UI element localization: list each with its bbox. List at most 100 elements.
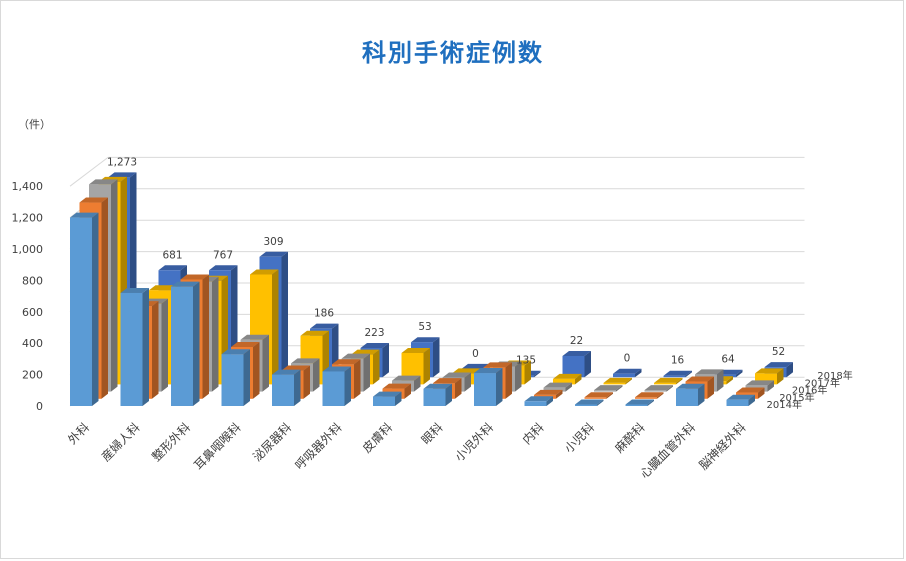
depth-label: 2016年 (792, 384, 827, 397)
data-label: 0 (624, 353, 631, 365)
bar-front (373, 396, 395, 406)
bar-side (647, 399, 654, 406)
bar-top (120, 287, 149, 293)
bar-front (635, 397, 657, 399)
category-label: 産婦人科 (98, 420, 143, 465)
bar-side (294, 369, 301, 406)
bar-side (354, 359, 361, 399)
bar-side (404, 383, 411, 399)
data-label: 0 (472, 348, 479, 360)
bar-top (79, 197, 108, 203)
bar-top (635, 392, 664, 398)
depth-label: 2015年 (779, 391, 814, 404)
bar-top (360, 342, 389, 348)
bar-front (524, 401, 547, 406)
bar-front (553, 378, 575, 385)
bar-top (562, 351, 591, 357)
data-label: 767 (213, 249, 233, 261)
bar-front (755, 373, 777, 385)
bar-side (142, 287, 149, 406)
data-label: 223 (364, 327, 384, 339)
gridline-side (69, 157, 109, 187)
bar-side (657, 392, 664, 399)
bar-top (676, 383, 705, 389)
bar-top (736, 387, 765, 393)
bar-front (474, 373, 496, 406)
category-label: 皮膚科 (359, 420, 395, 456)
bar-top (755, 368, 784, 374)
bar-front (423, 388, 446, 406)
category-label: 脳神経外科 (696, 420, 748, 472)
bar-side (496, 368, 503, 406)
bar-side (455, 378, 462, 399)
depth-label: 2014年 (767, 398, 802, 411)
bar (543, 382, 572, 392)
bar-top (625, 399, 654, 405)
bar-side (363, 353, 370, 392)
bar-side (161, 298, 168, 392)
bar-top (373, 391, 402, 397)
bar-top (300, 330, 329, 336)
bar-front (676, 388, 698, 406)
data-label: 309 (263, 236, 283, 248)
y-tick-label: 600 (22, 306, 43, 319)
bar-side (382, 342, 389, 378)
bar-side (344, 366, 351, 406)
bar-top (644, 385, 673, 391)
bar-side (635, 368, 642, 378)
bar-top (524, 396, 553, 402)
bar (373, 391, 402, 406)
y-tick-label: 0 (36, 400, 43, 413)
bar (584, 392, 613, 399)
bar-top (180, 274, 209, 280)
bar (603, 377, 632, 385)
data-label: 135 (516, 355, 536, 367)
bar-top (171, 281, 200, 287)
bar (654, 377, 683, 385)
data-label: 16 (671, 355, 685, 367)
bar-top (310, 323, 339, 329)
bar-top (594, 385, 623, 391)
bar-side (685, 370, 692, 378)
bar-top (70, 212, 99, 218)
bar-side (281, 251, 288, 378)
bar-front (70, 217, 92, 406)
chart-title: 科別手術症例数 (362, 39, 544, 67)
bar-side (423, 348, 430, 385)
bar (171, 281, 200, 406)
bar-top (89, 179, 118, 185)
data-label: 22 (570, 335, 583, 347)
bar-front (120, 292, 143, 406)
data-label: 681 (162, 249, 182, 261)
bar-side (707, 376, 714, 399)
category-label: 麻酔科 (612, 420, 648, 456)
bar-top (382, 383, 411, 389)
bar (474, 368, 503, 406)
bar-front (644, 390, 667, 392)
bar-top (433, 378, 462, 384)
bar-side (212, 276, 219, 392)
bar-front (726, 399, 749, 406)
category-label: 耳鼻咽喉科 (191, 420, 244, 473)
category-label: 内科 (520, 420, 547, 447)
bar-top (423, 383, 452, 389)
bar-side (565, 382, 572, 392)
bar-side (597, 399, 604, 406)
bar-front (562, 356, 585, 378)
bar-side (666, 385, 673, 392)
bar-top (351, 349, 380, 355)
category-label: 整形外科 (149, 420, 194, 465)
bar-top (764, 362, 793, 368)
bar (70, 212, 99, 406)
bar (613, 368, 642, 378)
bar-side (202, 274, 209, 399)
bar-side (92, 212, 99, 406)
y-axis-unit: （件） (18, 118, 51, 131)
bar-side (111, 179, 118, 392)
category-label: 小児科 (562, 420, 597, 455)
bar (575, 399, 604, 406)
bar-front (714, 374, 736, 378)
bar-front (272, 374, 294, 406)
